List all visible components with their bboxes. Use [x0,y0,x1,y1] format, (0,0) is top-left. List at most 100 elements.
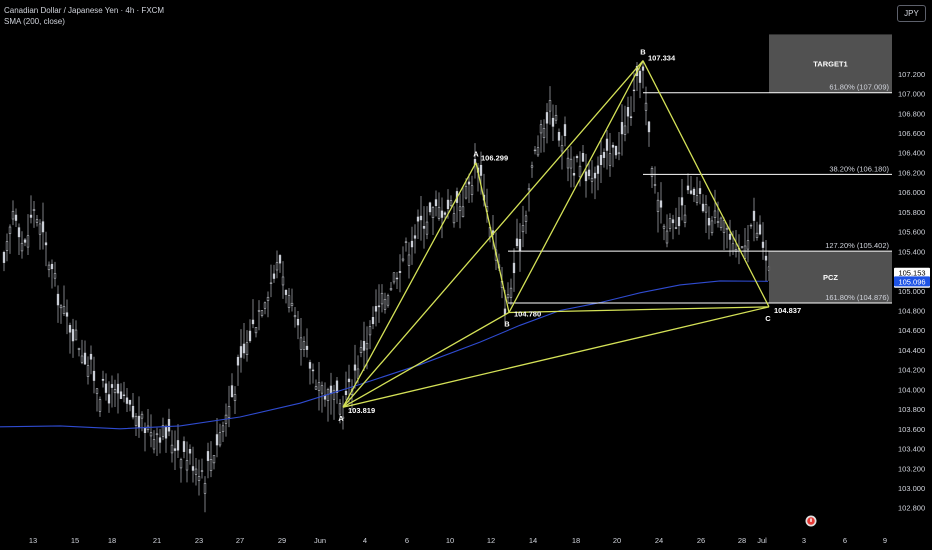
candle-body [632,89,636,92]
candle-body [209,459,213,471]
zones: TARGET1 PCZ [769,34,892,304]
candle-body [701,203,705,212]
candle-body [287,295,291,308]
price-tick-label: 104.400 [898,346,925,355]
candle-body [35,219,39,223]
price-tick-label: 102.800 [898,504,925,513]
price-tick-label: 105.800 [898,208,925,217]
candle-body [215,434,219,446]
candle-body [308,362,312,369]
candle-body [272,273,276,279]
time-tick-label: 4 [363,536,367,545]
candle-body [137,415,141,429]
candle-body [80,355,84,363]
candle-body [329,385,333,395]
candle-body [14,214,18,221]
indicator-legend[interactable]: SMA (200, close) [4,17,65,26]
symbol-title: Canadian Dollar / Japanese Yen · 4h · FX… [4,6,165,15]
candle-body [602,152,606,158]
candle-body [161,425,165,437]
currency-button[interactable]: JPY [897,5,926,22]
candle-body [449,200,453,206]
pattern-leg [475,162,510,313]
candle-body [44,242,48,246]
level-label: 61.80% (107.009) [829,83,889,92]
candle-body [641,66,645,71]
candle-body [389,288,393,291]
candle-body [461,206,465,218]
candle-body [188,449,192,454]
candle-body [89,353,93,360]
price-tick-label: 103.200 [898,464,925,473]
candle-body [554,114,558,121]
time-tick-label: 13 [29,536,37,545]
candle-body [356,368,360,379]
time-tick-label: 20 [613,536,621,545]
candle-body [32,209,36,211]
candle-body [278,255,282,264]
candle-body [506,294,510,299]
candle-body [182,441,186,452]
candle-body [557,132,561,141]
candle-body [77,347,81,350]
candle-body [596,165,600,174]
candle-body [704,204,708,213]
candle-body [422,226,426,229]
candle-body [524,215,528,222]
candle-body [101,378,105,381]
candle-body [362,340,366,351]
time-tick-label: 6 [843,536,847,545]
time-axis[interactable]: 13 15 18 21 23 27 29 Jun 4 6 10 12 14 18 20 24 26 28 Jul 3 6… [29,536,887,545]
zone-label: TARGET1 [813,60,847,69]
candle-body [416,216,420,222]
price-tick-label: 106.000 [898,188,925,197]
candle-body [380,292,384,305]
candle-body [2,252,6,263]
pattern-point-letter: C [765,314,771,323]
candle-body [689,190,693,194]
candle-body [608,153,612,166]
candle-body [575,156,579,159]
candle-body [203,482,207,494]
price-tick-label: 104.200 [898,366,925,375]
candle-body [344,390,348,395]
candle-body [194,468,198,475]
candle-body [419,215,423,221]
alert-icon[interactable] [805,515,817,527]
candle-body [437,206,441,219]
candle-body [728,233,732,240]
time-tick-label: 9 [883,536,887,545]
candle-body [569,158,573,169]
pattern-leg [342,162,477,408]
candle-body [428,202,432,213]
candle-body [752,210,756,221]
candle-body [650,168,654,177]
candle-body [581,153,585,162]
candle-body [167,419,171,432]
candle-body [740,246,744,248]
candle-body [626,107,630,117]
candle-body [413,235,417,239]
candle-body [173,448,177,451]
candle-body [677,217,681,227]
time-tick-label: 14 [529,536,537,545]
pattern-point-value: 104.780 [514,309,541,318]
time-tick-label: Jun [314,536,326,545]
candle-body [545,112,549,124]
candle-body [140,413,144,419]
candle-body [638,70,642,83]
candle-body [662,225,666,229]
candle-body [347,378,351,383]
candle-body [749,224,753,227]
candle-body [515,238,519,247]
candle-body [107,394,111,404]
candle-body [719,217,723,228]
candle-body [665,230,669,244]
pattern-point-value: 107.334 [648,54,676,63]
candle-body [302,341,306,350]
candle-body [260,310,264,316]
candle-body [374,306,378,312]
candle-body [353,364,357,371]
candle-body [605,138,609,151]
